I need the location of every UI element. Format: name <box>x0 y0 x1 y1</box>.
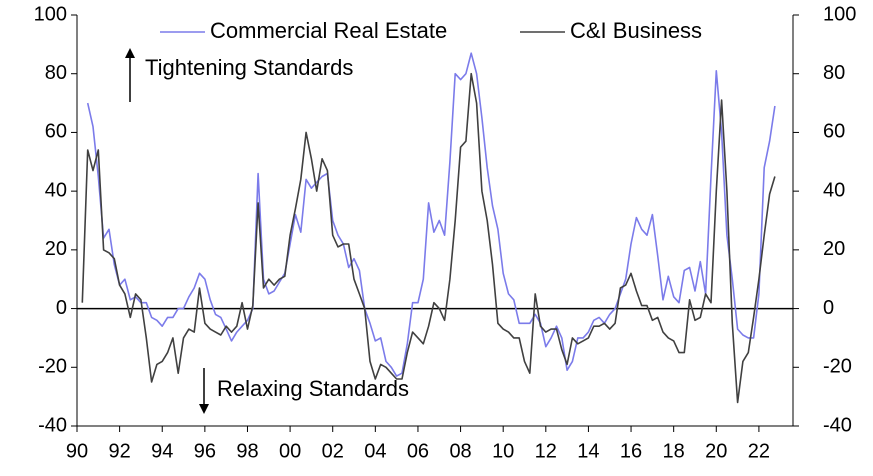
y-tick-label: 100 <box>34 3 67 25</box>
x-tick-label: 12 <box>535 440 557 462</box>
arrow-up-head <box>125 48 135 58</box>
y-tick-label: -40 <box>38 414 67 436</box>
y2-tick-label: 80 <box>823 62 845 84</box>
y2-tick-label: 0 <box>823 297 834 319</box>
series-line <box>86 52 776 377</box>
series-line <box>81 72 776 404</box>
y-tick-label: -20 <box>38 356 67 378</box>
y-tick-label: 0 <box>56 297 67 319</box>
y2-tick-label: -20 <box>823 356 852 378</box>
y2-tick-label: 100 <box>823 3 856 25</box>
x-tick-label: 14 <box>577 440 599 462</box>
x-tick-label: 00 <box>279 440 301 462</box>
y2-tick-label: -40 <box>823 414 852 436</box>
y2-tick-label: 40 <box>823 179 845 201</box>
x-tick-label: 02 <box>322 440 344 462</box>
legend-label: Commercial Real Estate <box>210 18 447 43</box>
x-tick-label: 04 <box>364 440 386 462</box>
x-tick-label: 22 <box>748 440 770 462</box>
x-tick-label: 92 <box>108 440 130 462</box>
x-tick-label: 96 <box>194 440 216 462</box>
y2-tick-label: 60 <box>823 121 845 143</box>
annotation: Relaxing Standards <box>217 376 409 401</box>
x-tick-label: 98 <box>236 440 258 462</box>
x-tick-label: 10 <box>492 440 514 462</box>
x-tick-label: 90 <box>66 440 88 462</box>
y2-tick-label: 20 <box>823 238 845 260</box>
y-tick-label: 20 <box>45 238 67 260</box>
x-tick-label: 18 <box>663 440 685 462</box>
y-tick-label: 80 <box>45 62 67 84</box>
x-tick-label: 16 <box>620 440 642 462</box>
x-tick-label: 94 <box>151 440 173 462</box>
arrow-down-head <box>199 404 209 414</box>
legend-label: C&I Business <box>570 18 702 43</box>
y-tick-label: 40 <box>45 179 67 201</box>
x-tick-label: 08 <box>449 440 471 462</box>
x-tick-label: 20 <box>705 440 727 462</box>
y-tick-label: 60 <box>45 121 67 143</box>
x-tick-label: 06 <box>407 440 429 462</box>
annotation: Tightening Standards <box>145 55 353 80</box>
